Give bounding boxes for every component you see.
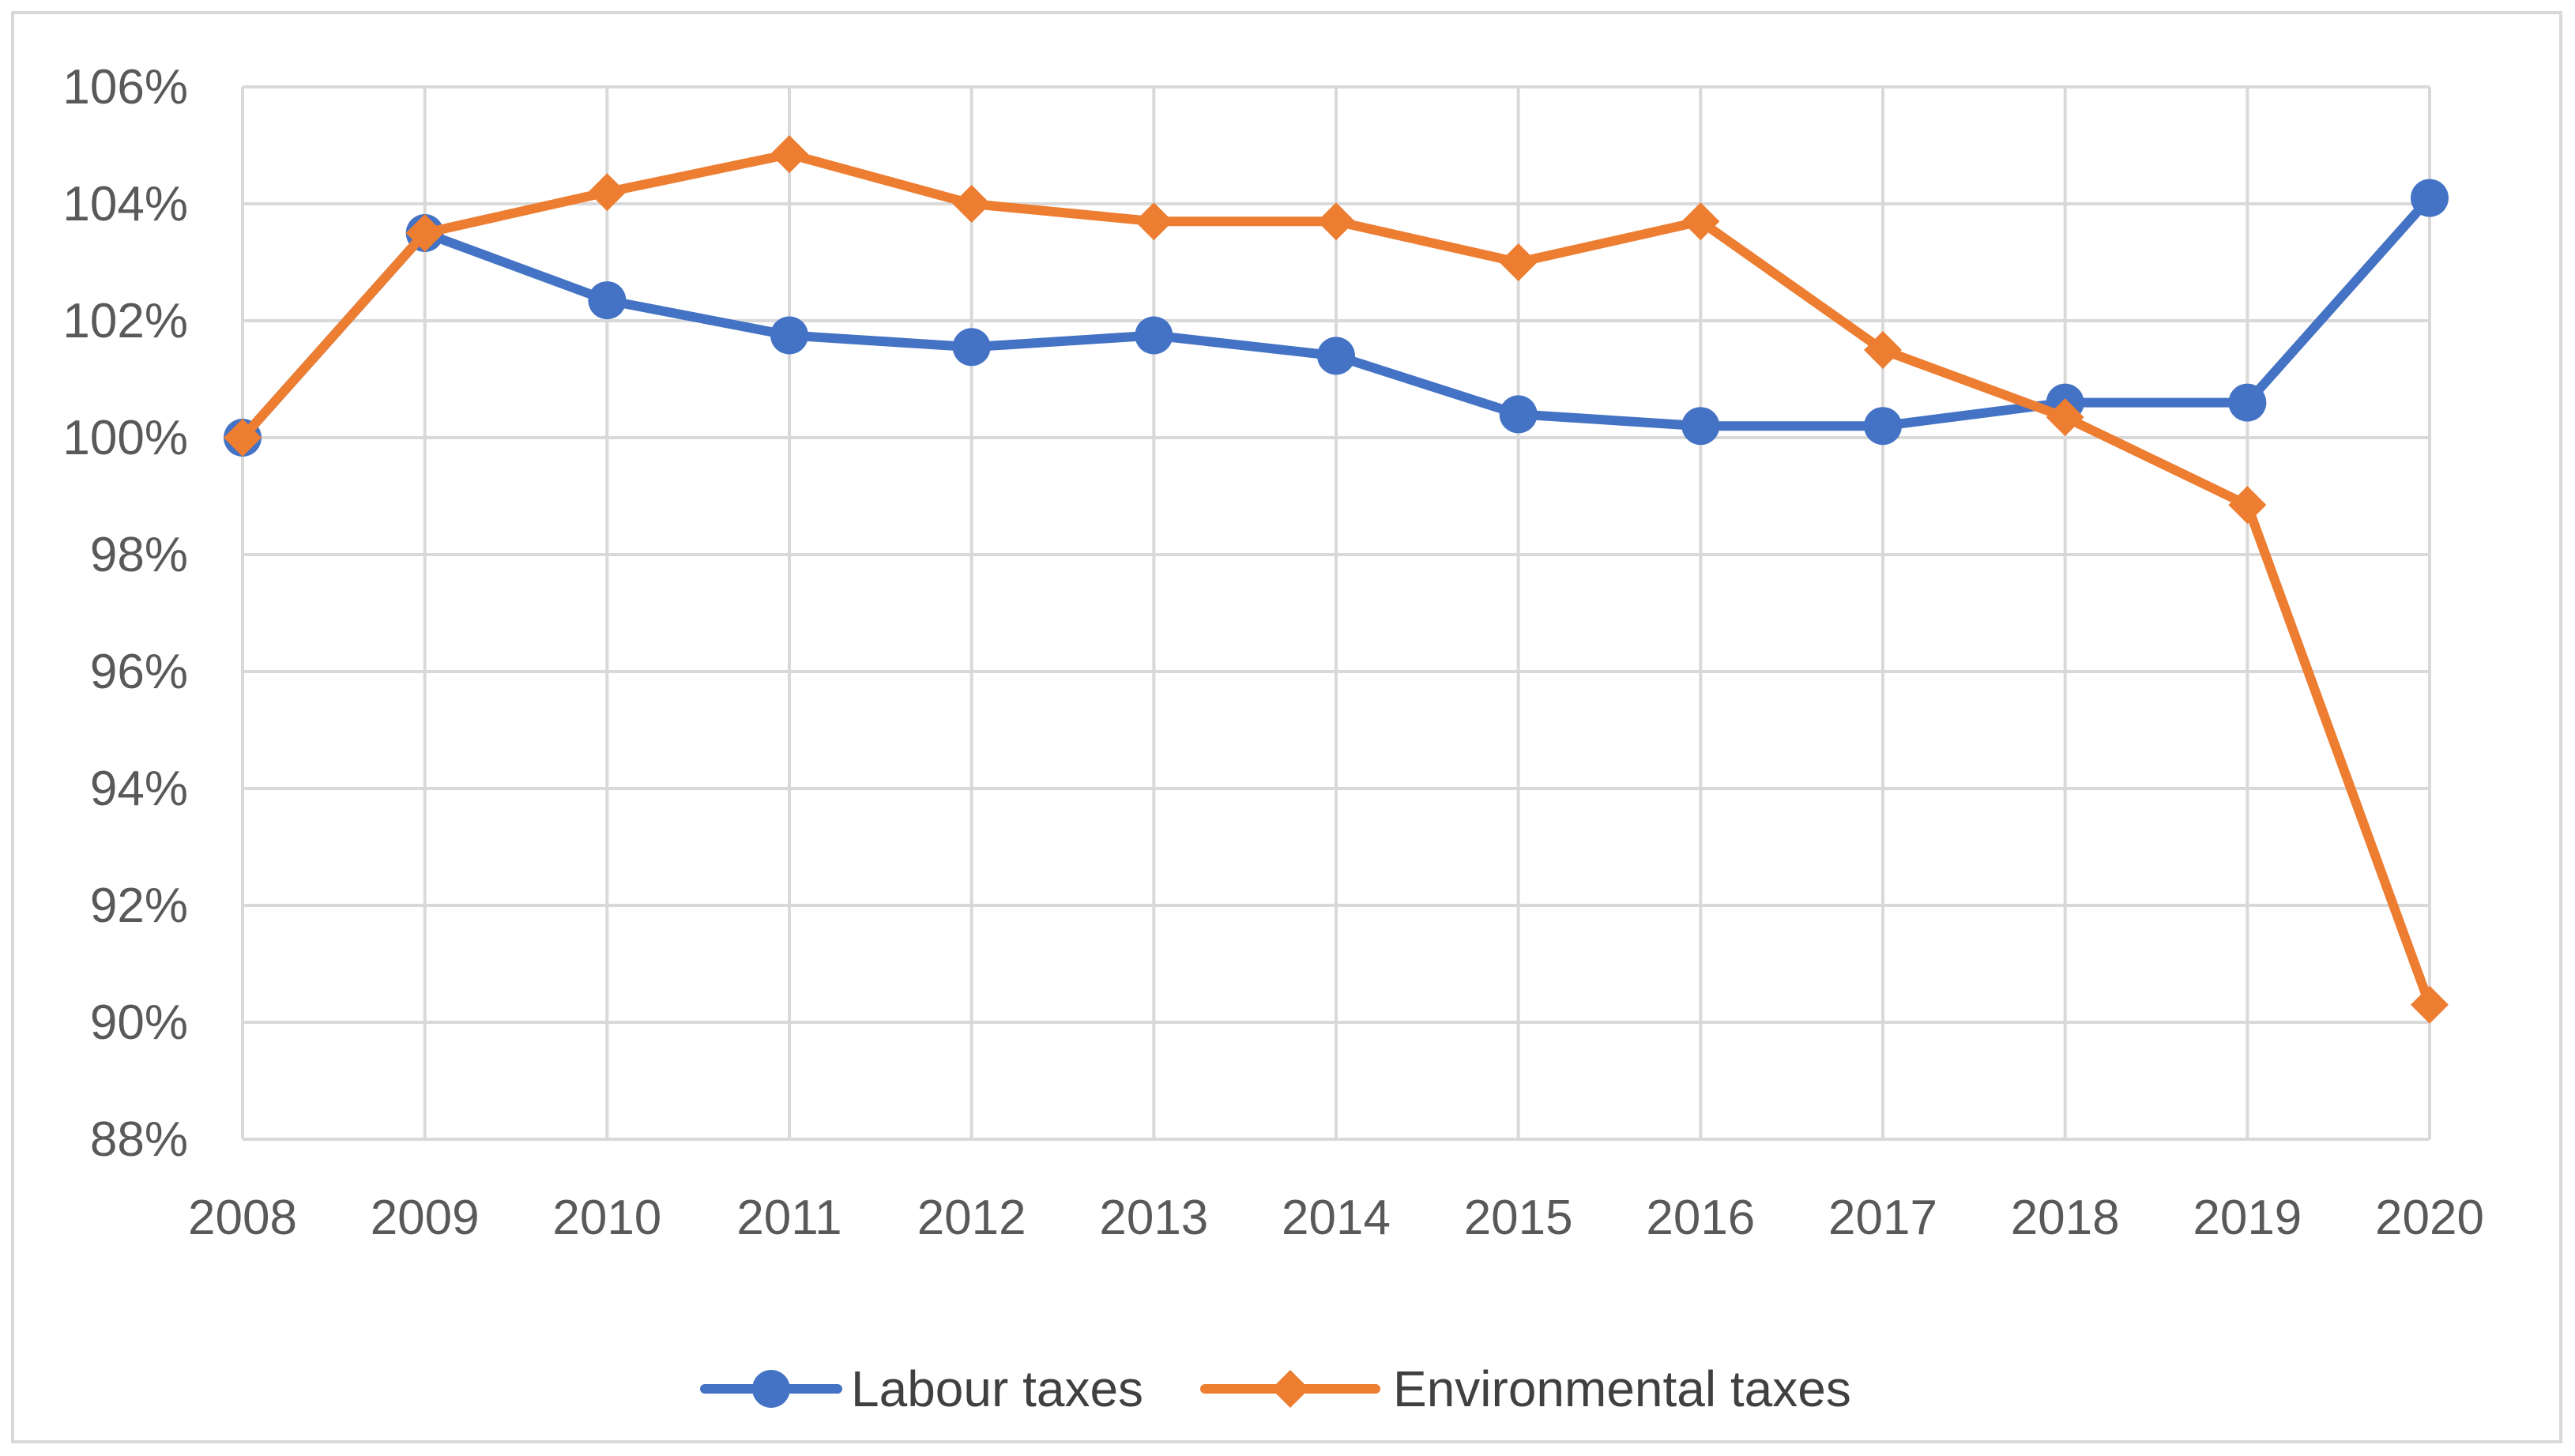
x-tick-label: 2017: [1828, 1191, 1937, 1245]
series-environmental-taxes: [224, 135, 2449, 1024]
data-point: [588, 281, 627, 320]
x-tick-label: 2016: [1646, 1191, 1755, 1245]
data-point: [1681, 202, 1720, 241]
data-point: [952, 185, 991, 223]
legend-marker: [1271, 1370, 1309, 1408]
data-point: [405, 214, 444, 252]
chart-frame: [11, 11, 2562, 1443]
y-tick-label: 104%: [62, 177, 188, 231]
data-point: [770, 316, 808, 355]
x-tick-label: 2020: [2375, 1191, 2484, 1245]
data-point: [770, 135, 808, 174]
x-tick-label: 2013: [1099, 1191, 1208, 1245]
y-tick-label: 100%: [62, 411, 188, 465]
legend-marker: [752, 1370, 790, 1408]
data-point: [2228, 383, 2267, 422]
data-point: [1135, 316, 1173, 355]
data-point: [2228, 486, 2267, 525]
data-point: [1317, 202, 1355, 241]
data-point: [1499, 243, 1538, 281]
y-tick-label: 94%: [90, 762, 188, 816]
legend: Labour taxes Environmental taxes: [700, 1360, 1851, 1417]
axes: 88% 90% 92% 94% 96% 98% 100% 102% 104% 106% 2008 20…: [62, 60, 2484, 1245]
data-point: [1317, 337, 1355, 375]
data-point: [1864, 407, 1902, 446]
x-tick-label: 2009: [371, 1191, 480, 1245]
x-tick-label: 2012: [917, 1191, 1026, 1245]
legend-label: Labour taxes: [851, 1360, 1143, 1417]
gridlines: [241, 85, 2431, 1141]
x-tick-label: 2019: [2193, 1191, 2302, 1245]
x-tick-label: 2018: [2011, 1191, 2120, 1245]
data-point: [588, 173, 627, 212]
x-tick-label: 2008: [188, 1191, 297, 1245]
data-point: [1681, 407, 1720, 446]
data-point: [2046, 398, 2084, 437]
x-tick-label: 2014: [1282, 1191, 1391, 1245]
data-point: [2411, 985, 2449, 1024]
series-lines: [224, 135, 2449, 1024]
x-tick-label: 2015: [1464, 1191, 1573, 1245]
y-tick-label: 102%: [62, 294, 188, 348]
data-point: [1135, 202, 1173, 241]
data-point: [1864, 331, 1902, 369]
y-tick-label: 92%: [90, 878, 188, 933]
x-tick-label: 2010: [552, 1191, 661, 1245]
x-tick-label: 2011: [736, 1191, 841, 1245]
legend-label: Environmental taxes: [1393, 1360, 1851, 1417]
data-point: [2411, 179, 2449, 217]
y-tick-label: 106%: [62, 60, 188, 115]
y-tick-label: 88%: [90, 1112, 188, 1167]
data-point: [1499, 395, 1538, 434]
data-point: [952, 328, 991, 367]
y-tick-label: 98%: [90, 528, 188, 582]
legend-item: Labour taxes: [700, 1360, 1143, 1417]
legend-item: Environmental taxes: [1200, 1360, 1851, 1417]
y-tick-label: 96%: [90, 645, 188, 699]
y-tick-label: 90%: [90, 995, 188, 1050]
data-point: [224, 419, 262, 457]
